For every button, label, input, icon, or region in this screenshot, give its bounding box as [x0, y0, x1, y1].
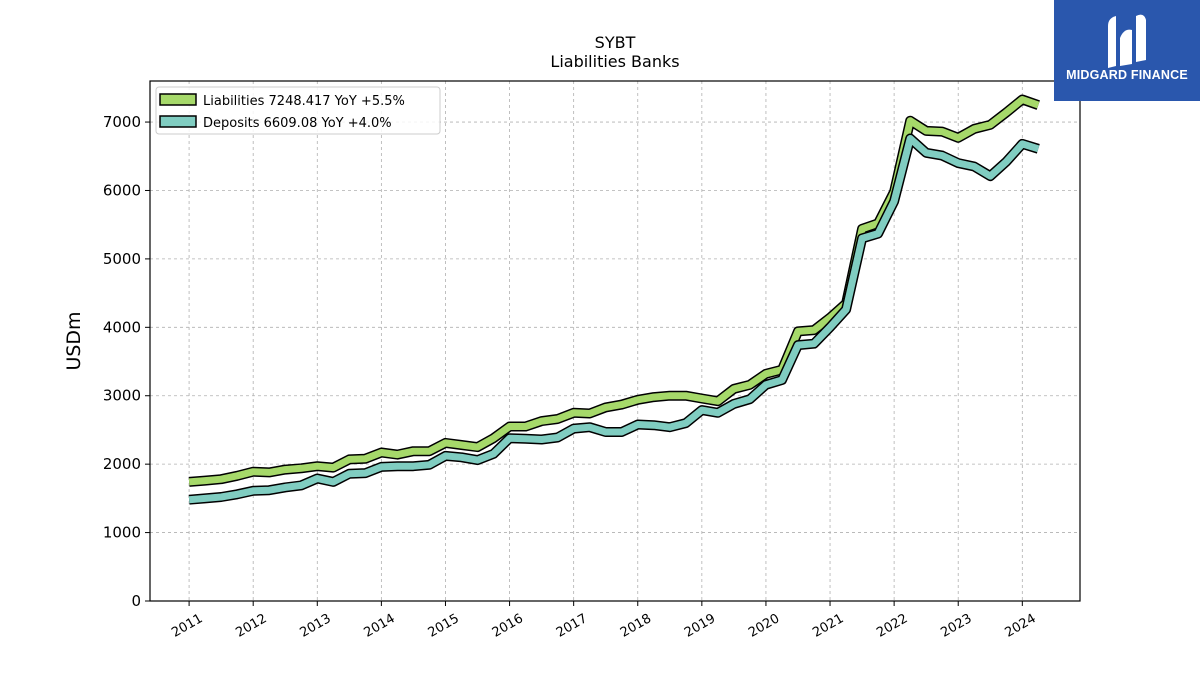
- y-tick-label: 6000: [103, 181, 141, 199]
- plot-frame: [149, 80, 1081, 602]
- x-tick-label: 2016: [490, 611, 526, 641]
- logo-mark-icon: [1108, 14, 1146, 68]
- legend-label-liabilities: Liabilities 7248.417 YoY +5.5%: [203, 94, 405, 109]
- series-line-outline-liabilities: [188, 94, 1040, 487]
- x-tick-label: 2018: [618, 611, 654, 641]
- x-tick-label: 2013: [297, 611, 333, 641]
- y-tick-label: 5000: [103, 250, 141, 268]
- y-tick-label: 7000: [103, 113, 141, 131]
- logo-brand-text: MIDGARD FINANCE: [1066, 68, 1188, 82]
- legend-box: [155, 86, 441, 135]
- x-tick-label: 2022: [874, 611, 910, 641]
- x-tick-label: 2014: [362, 611, 398, 641]
- x-tick-label: 2015: [426, 611, 462, 641]
- x-tick-label: 2020: [746, 611, 782, 641]
- chart-subtitle: Liabilities Banks: [550, 52, 679, 71]
- legend-label-deposits: Deposits 6609.08 YoY +4.0%: [203, 116, 392, 131]
- x-tick-label: 2019: [682, 611, 718, 641]
- x-tick-label: 2011: [169, 611, 205, 641]
- x-tick-label: 2017: [554, 611, 590, 641]
- x-tick-label: 2024: [1002, 611, 1038, 641]
- x-tick-label: 2012: [233, 611, 269, 641]
- y-tick-label: 1000: [103, 524, 141, 542]
- x-tick-label: 2023: [938, 611, 974, 641]
- y-tick-label: 0: [131, 592, 141, 610]
- series-line-liabilities: [188, 96, 1040, 486]
- series-lines: [188, 94, 1040, 505]
- legend: Liabilities 7248.417 YoY +5.5% Deposits …: [155, 86, 441, 135]
- y-axis-label: USDm: [63, 311, 85, 370]
- series-line-outline-deposits: [188, 133, 1040, 505]
- y-tick-label: 2000: [103, 455, 141, 473]
- chart-title: SYBT: [595, 33, 636, 52]
- x-tick-label: 2021: [810, 611, 846, 641]
- legend-swatch-deposits: [159, 115, 197, 128]
- series-line-deposits: [188, 135, 1040, 504]
- midgard-finance-logo: MIDGARD FINANCE: [1054, 0, 1200, 101]
- y-axis: 0 1000 2000 3000 4000 5000 6000 7000: [103, 113, 150, 610]
- legend-swatch-liabilities: [159, 93, 197, 106]
- y-tick-label: 4000: [103, 318, 141, 336]
- y-tick-label: 3000: [103, 387, 141, 405]
- x-axis: 2011 2012 2013 2014 2015 2016 2017 2018 2019 2020…: [169, 601, 1039, 641]
